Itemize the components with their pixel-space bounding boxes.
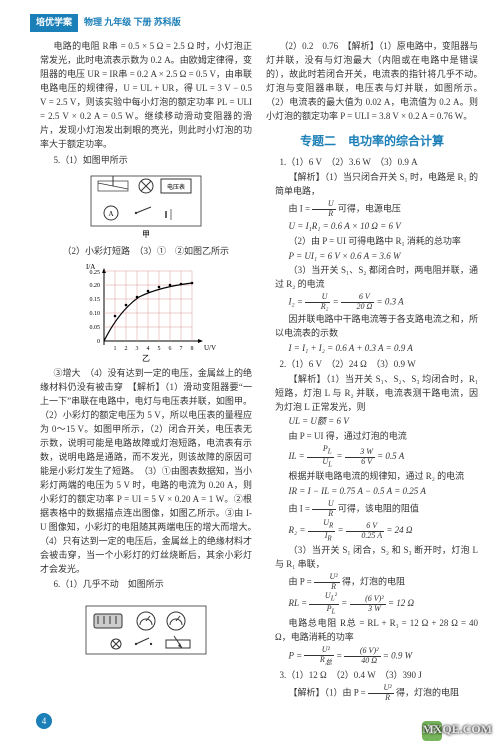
rq1g-lead: I₂ =	[289, 297, 303, 307]
svg-text:6: 6	[169, 346, 172, 352]
rq1e: P = UI₁ = 6 V × 0.6 A = 3.6 W	[275, 250, 478, 264]
content-columns: 电路的电阻 R串 = 0.5 × 5 Ω = 2.5 Ω 时，小灯泡正常发光，此…	[40, 40, 478, 717]
q6-1: 6.（1）几乎不动 如图所示	[40, 578, 252, 592]
rq1c: U = I₁R₁ = 0.6 A × 10 Ω = 6 V	[275, 220, 478, 234]
rq1d: （2）由 P = UI 可得电路中 R₁ 消耗的总功率	[275, 235, 478, 249]
svg-text:3: 3	[136, 346, 139, 352]
svg-text:0.10: 0.10	[90, 311, 101, 317]
rq2j-post: 得，灯泡的电阻	[342, 576, 405, 586]
rq2b: UL = U额 = 6 V	[275, 415, 478, 429]
rq2j-lead: 由 P =	[289, 576, 312, 586]
section-title: 专题二 电功率的综合计算	[266, 132, 478, 151]
rq1b-post: 可得，电源电压	[338, 203, 401, 213]
rq3: 3.（1）12 Ω （2）0.4 W （3）390 J	[266, 669, 478, 683]
rq2m: P = U²R总 = (6 V)²40 Ω = 0.9 W	[275, 646, 478, 667]
rq1g: I₂ = UR₂ = 6 V20 Ω = 0.3 A	[275, 293, 478, 312]
rq2a: 【解析】（1）当开关 S₁、S₂、S₃ 均闭合时，R₁ 短路，灯泡 L 与 R₂…	[275, 373, 478, 415]
rq2f: IR = I − IL = 0.75 A − 0.5 A = 0.25 A	[275, 485, 478, 499]
svg-text:0.05: 0.05	[90, 325, 101, 331]
rq2h: R₂ = URIR = 6 V0.25 A = 24 Ω	[275, 519, 478, 543]
rq3a-post: 得，灯泡的电阻	[396, 687, 459, 697]
svg-text:0.15: 0.15	[90, 297, 101, 303]
iv-graph-yi: I/A 0 0.05	[76, 263, 216, 363]
r1: （2）0.2 0.76 【解析】（1）原电路中，变阻器与灯并联，没有与灯泡最大（…	[266, 40, 478, 124]
rq2i: （3）当开关 S₁ 闭合，S₂ 和 S₃ 断开时，灯泡 L 与 R₁ 串联，	[275, 544, 478, 572]
rq2g-lead: 由 I =	[289, 503, 311, 513]
rq2d-lead: IL =	[289, 451, 305, 461]
subject-text: 物理 九年级 下册 苏科版	[84, 16, 181, 30]
rq1b: 由 I = UR 可得，电源电压	[275, 200, 478, 219]
q5-2: （2）小彩灯短路 （3）① ②如图乙所示	[49, 245, 252, 259]
right-column: （2）0.2 0.76 【解析】（1）原电路中，变阻器与灯并联，没有与灯泡最大（…	[266, 40, 478, 717]
rq1: 1.（1）6 V （2）3.6 W （3）0.9 A	[266, 156, 478, 170]
rq1g-eq: = 0.3 A	[377, 297, 404, 307]
rq2g: 由 I = UR 可得，该电阻的阻值	[275, 500, 478, 519]
r1-analysis: 【解析】（1）原电路中，变阻器与灯并联，没有与灯泡最大（内阻或在电路中是错误的）…	[266, 41, 487, 121]
rq2e: 根据并联电路电流的规律知，通过 R₂ 的电流	[275, 470, 478, 484]
rq3a: 【解析】（1）由 P = U²R 得，灯泡的电阻	[275, 684, 478, 703]
watermark-text: MXQE.COM	[422, 720, 492, 739]
svg-text:8: 8	[191, 346, 194, 352]
rq1f: （3）当开关 S₁、S₂ 都闭合时，两电阻并联，通过 R₂ 的电流	[275, 264, 478, 292]
rq2g-post: 可得，该电阻的阻值	[338, 503, 419, 513]
svg-text:0.25: 0.25	[90, 270, 101, 276]
svg-text:甲: 甲	[142, 230, 150, 239]
circuit-figure-jia: 电压表 A 甲	[86, 171, 206, 241]
svg-text:0: 0	[97, 339, 100, 345]
rq2d-eq: = 0.5 A	[377, 451, 404, 461]
brand-box: 培优学案	[30, 14, 78, 32]
rq2h-eq: = 24 Ω	[386, 525, 412, 535]
q5-3: ③增大 （4）没有达到一定的电压，金属丝上的绝缘材料仍没有被击穿 【解析】（1）…	[40, 367, 252, 576]
rq1i: I = I₁ + I₂ = 0.6 A + 0.3 A = 0.9 A	[275, 342, 478, 356]
svg-text:7: 7	[180, 346, 183, 352]
q5-3-body: 【解析】（1）滑动变阻器要“一上一下”串联在电路中，电灯与电压表并联，如图甲。（…	[40, 382, 261, 573]
svg-text:A: A	[108, 210, 113, 218]
svg-text:乙: 乙	[142, 354, 150, 363]
rq2h-lead: R₂ =	[289, 525, 306, 535]
rq2k: RL = UL²PL = (6 V)²3 W = 12 Ω	[275, 592, 478, 616]
rq3a-lead: 【解析】（1）由 P =	[289, 687, 366, 697]
rq2l: 电路总电阻 R总 = RL + R₁ = 12 Ω + 28 Ω = 40 Ω，…	[275, 617, 478, 645]
rq2d: IL = PLUL = 3 W6 V = 0.5 A	[275, 445, 478, 469]
q5-1: 5.（1）如图甲所示	[40, 154, 252, 168]
svg-text:4: 4	[147, 346, 150, 352]
svg-text:1: 1	[114, 346, 117, 352]
rq1b-lead: 由 I =	[289, 203, 311, 213]
rq2k-eq: = 12 Ω	[388, 598, 414, 608]
svg-text:U/V: U/V	[204, 344, 216, 352]
rq2: 2.（1）6 V （2）24 Ω （3）0.9 W	[266, 358, 478, 372]
rq2m-lead: P =	[289, 650, 303, 660]
rq1a: 【解析】（1）当只闭合开关 S₁ 时，电路是 R₁ 的简单电路，	[275, 171, 478, 199]
svg-text:0.20: 0.20	[90, 283, 101, 289]
rq2c: 由 P = UI 得，通过灯泡的电流	[275, 430, 478, 444]
circuit-figure-q6	[76, 596, 216, 668]
rq2j: 由 P = U²R 得，灯泡的电阻	[275, 573, 478, 592]
svg-text:2: 2	[125, 346, 128, 352]
rq2m-eq: = 0.9 W	[383, 650, 412, 660]
r1-ans: （2）0.2 0.76	[280, 41, 348, 51]
left-column: 电路的电阻 R串 = 0.5 × 5 Ω = 2.5 Ω 时，小灯泡正常发光，此…	[40, 40, 252, 717]
rq2k-lead: RL =	[289, 598, 308, 608]
page-header: 培优学案 物理 九年级 下册 苏科版	[30, 14, 181, 32]
rq1h: 因并联电路中干路电流等于各支路电流之和，所以电流表的示数	[275, 313, 478, 341]
svg-text:电压表: 电压表	[167, 183, 185, 191]
page-number: 4	[36, 713, 52, 729]
svg-text:5: 5	[158, 346, 161, 352]
left-para-1: 电路的电阻 R串 = 0.5 × 5 Ω = 2.5 Ω 时，小灯泡正常发光，此…	[40, 40, 252, 152]
